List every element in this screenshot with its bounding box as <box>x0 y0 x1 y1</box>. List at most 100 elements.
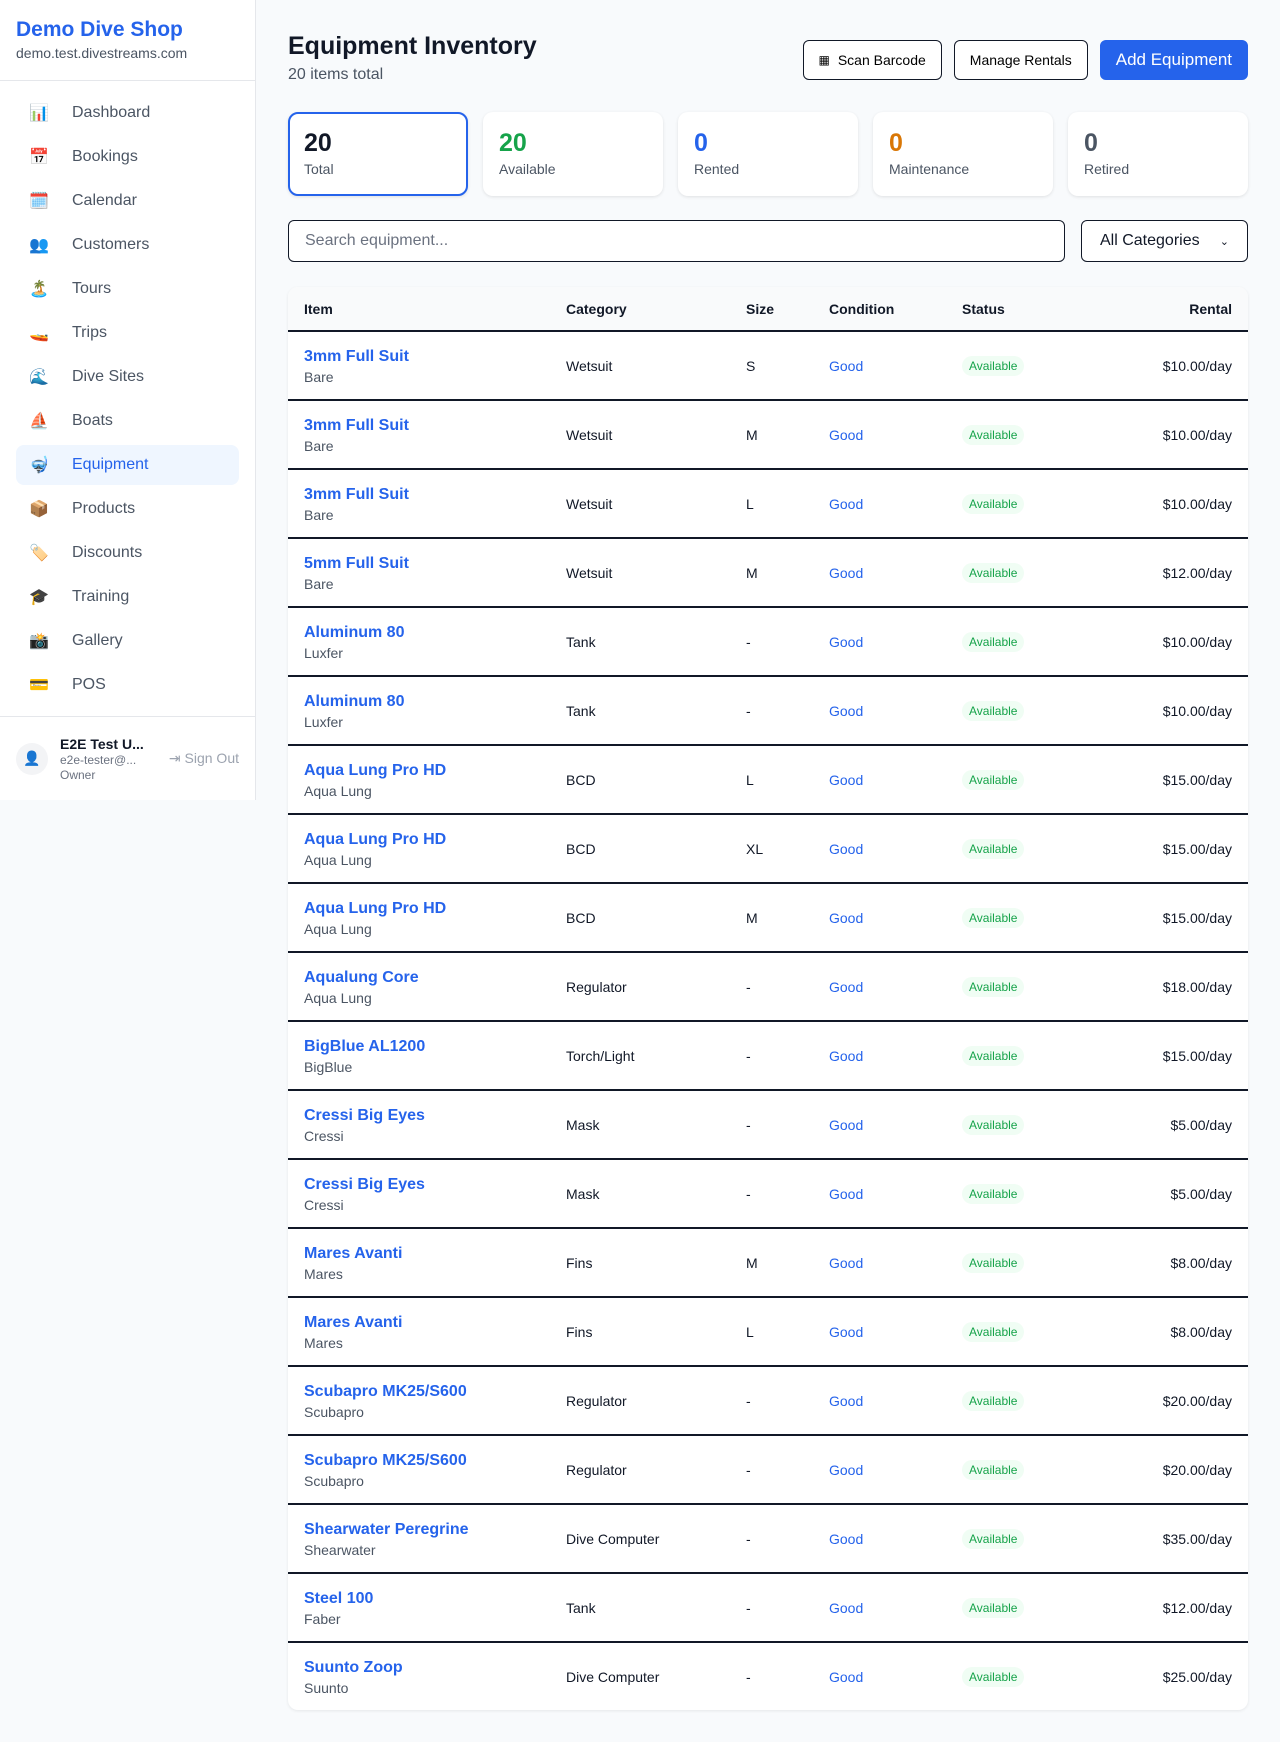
item-rental-price: $12.00/day <box>1162 564 1232 581</box>
item-name-link[interactable]: Suunto Zoop <box>304 1658 403 1676</box>
table-row[interactable]: Suunto Zoop Suunto Dive Computer - Good A… <box>288 1641 1248 1710</box>
table-row[interactable]: Scubapro MK25/S600 Scubapro Regulator - G… <box>288 1365 1248 1434</box>
sidebar-item-gallery[interactable]: 📸 Gallery <box>16 621 239 661</box>
item-name-link[interactable]: Aqua Lung Pro HD <box>304 899 447 917</box>
table-row[interactable]: Mares Avanti Mares Fins L Good Available … <box>288 1296 1248 1365</box>
column-header[interactable]: Status <box>962 300 1005 317</box>
item-name-link[interactable]: 3mm Full Suit <box>304 485 409 503</box>
table-row[interactable]: Shearwater Peregrine Shearwater Dive Comp… <box>288 1503 1248 1572</box>
table-row[interactable]: Cressi Big Eyes Cressi Mask - Good Availa… <box>288 1158 1248 1227</box>
item-brand: Bare <box>304 437 334 454</box>
item-rental-price: $10.00/day <box>1162 426 1232 443</box>
item-name-link[interactable]: Aqua Lung Pro HD <box>304 830 447 848</box>
table-row[interactable]: Aqualung Core Aqua Lung Regulator - Good … <box>288 951 1248 1020</box>
status-badge: Available <box>962 976 1025 997</box>
item-name-link[interactable]: Aluminum 80 <box>304 692 405 710</box>
stat-card-available[interactable]: 20 Available <box>483 112 663 196</box>
item-name-link[interactable]: Steel 100 <box>304 1589 374 1607</box>
sidebar-item-label: Equipment <box>72 456 149 473</box>
brand-name[interactable]: Demo Dive Shop <box>16 18 183 41</box>
qr-code-icon: ▦ <box>818 53 830 67</box>
search-input[interactable] <box>288 220 1065 262</box>
stat-label: Available <box>499 161 556 177</box>
sidebar-item-customers[interactable]: 👥 Customers <box>16 225 239 265</box>
status-badge: Available <box>962 1390 1025 1411</box>
column-header[interactable]: Size <box>746 300 775 317</box>
category-select[interactable]: All Categories ⌄ <box>1081 220 1248 262</box>
item-condition: Good <box>829 1323 864 1340</box>
sidebar-item-dive-sites[interactable]: 🌊 Dive Sites <box>16 357 239 397</box>
table-row[interactable]: 3mm Full Suit Bare Wetsuit S Good Availab… <box>288 330 1248 399</box>
status-badge: Available <box>962 1597 1025 1618</box>
sidebar-item-label: Trips <box>72 324 107 341</box>
table-row[interactable]: Aqua Lung Pro HD Aqua Lung BCD M Good Ava… <box>288 882 1248 951</box>
scan-barcode-button[interactable]: ▦ Scan Barcode <box>802 40 942 80</box>
column-header[interactable]: Category <box>566 300 627 317</box>
table-row[interactable]: Aluminum 80 Luxfer Tank - Good Available … <box>288 675 1248 744</box>
item-condition: Good <box>829 1392 864 1409</box>
table-row[interactable]: Aqua Lung Pro HD Aqua Lung BCD XL Good Av… <box>288 813 1248 882</box>
item-category: BCD <box>566 840 596 857</box>
status-badge: Available <box>962 907 1025 928</box>
stat-card-rented[interactable]: 0 Rented <box>678 112 858 196</box>
sidebar-item-training[interactable]: 🎓 Training <box>16 577 239 617</box>
sidebar-item-label: Gallery <box>72 632 123 649</box>
stat-value: 0 <box>694 129 708 157</box>
table-row[interactable]: Cressi Big Eyes Cressi Mask - Good Availa… <box>288 1089 1248 1158</box>
sidebar-item-tours[interactable]: 🏝️ Tours <box>16 269 239 309</box>
item-size: L <box>746 771 754 788</box>
table-row[interactable]: Aluminum 80 Luxfer Tank - Good Available … <box>288 606 1248 675</box>
table-row[interactable]: 5mm Full Suit Bare Wetsuit M Good Availab… <box>288 537 1248 606</box>
item-name-link[interactable]: Aqua Lung Pro HD <box>304 761 447 779</box>
item-name-link[interactable]: 3mm Full Suit <box>304 347 409 365</box>
item-rental-price: $12.00/day <box>1162 1599 1232 1616</box>
status-badge: Available <box>962 1045 1025 1066</box>
user-name: E2E Test U... <box>60 735 144 752</box>
item-name-link[interactable]: Cressi Big Eyes <box>304 1175 425 1193</box>
column-header[interactable]: Item <box>304 300 333 317</box>
table-row[interactable]: 3mm Full Suit Bare Wetsuit L Good Availab… <box>288 468 1248 537</box>
item-name-link[interactable]: 3mm Full Suit <box>304 416 409 434</box>
stat-label: Rented <box>694 161 740 177</box>
item-rental-price: $8.00/day <box>1170 1254 1233 1271</box>
sign-out-button[interactable]: ⇥ Sign Out <box>169 750 239 767</box>
item-name-link[interactable]: 5mm Full Suit <box>304 554 409 572</box>
item-name-link[interactable]: Shearwater Peregrine <box>304 1520 469 1538</box>
status-badge: Available <box>962 493 1025 514</box>
table-row[interactable]: Mares Avanti Mares Fins M Good Available … <box>288 1227 1248 1296</box>
item-name-link[interactable]: Mares Avanti <box>304 1313 403 1331</box>
item-size: - <box>746 1185 751 1202</box>
item-name-link[interactable]: BigBlue AL1200 <box>304 1037 426 1055</box>
table-row[interactable]: Scubapro MK25/S600 Scubapro Regulator - G… <box>288 1434 1248 1503</box>
sidebar-item-discounts[interactable]: 🏷️ Discounts <box>16 533 239 573</box>
item-name-link[interactable]: Aluminum 80 <box>304 623 405 641</box>
column-header[interactable]: Condition <box>829 300 895 317</box>
item-name-link[interactable]: Aqualung Core <box>304 968 419 986</box>
item-name-link[interactable]: Cressi Big Eyes <box>304 1106 425 1124</box>
table-row[interactable]: Aqua Lung Pro HD Aqua Lung BCD L Good Ava… <box>288 744 1248 813</box>
column-header[interactable]: Rental <box>1189 300 1232 317</box>
item-rental-price: $10.00/day <box>1162 702 1232 719</box>
sidebar-item-bookings[interactable]: 📅 Bookings <box>16 137 239 177</box>
item-name-link[interactable]: Scubapro MK25/S600 <box>304 1382 467 1400</box>
stat-card-retired[interactable]: 0 Retired <box>1068 112 1248 196</box>
item-category: Mask <box>566 1116 600 1133</box>
sidebar-item-pos[interactable]: 💳 POS <box>16 665 239 705</box>
add-equipment-button[interactable]: Add Equipment <box>1099 40 1248 80</box>
sidebar-item-trips[interactable]: 🚤 Trips <box>16 313 239 353</box>
sidebar-item-dashboard[interactable]: 📊 Dashboard <box>16 93 239 133</box>
stat-card-maintenance[interactable]: 0 Maintenance <box>873 112 1053 196</box>
sidebar-item-boats[interactable]: ⛵ Boats <box>16 401 239 441</box>
table-row[interactable]: Steel 100 Faber Tank - Good Available $12… <box>288 1572 1248 1641</box>
item-name-link[interactable]: Mares Avanti <box>304 1244 403 1262</box>
stat-card-total[interactable]: 20 Total <box>288 112 468 196</box>
manage-rentals-button[interactable]: Manage Rentals <box>953 40 1088 80</box>
item-name-link[interactable]: Scubapro MK25/S600 <box>304 1451 467 1469</box>
sidebar-item-equipment[interactable]: 🤿 Equipment <box>16 445 239 485</box>
table-row[interactable]: BigBlue AL1200 BigBlue Torch/Light - Good… <box>288 1020 1248 1089</box>
sidebar-item-calendar[interactable]: 🗓️ Calendar <box>16 181 239 221</box>
sidebar-item-products[interactable]: 📦 Products <box>16 489 239 529</box>
table-row[interactable]: 3mm Full Suit Bare Wetsuit M Good Availab… <box>288 399 1248 468</box>
item-rental-price: $10.00/day <box>1162 357 1232 374</box>
user-panel: 👤 E2E Test U... e2e-tester@... Owner ⇥ S… <box>0 716 255 800</box>
